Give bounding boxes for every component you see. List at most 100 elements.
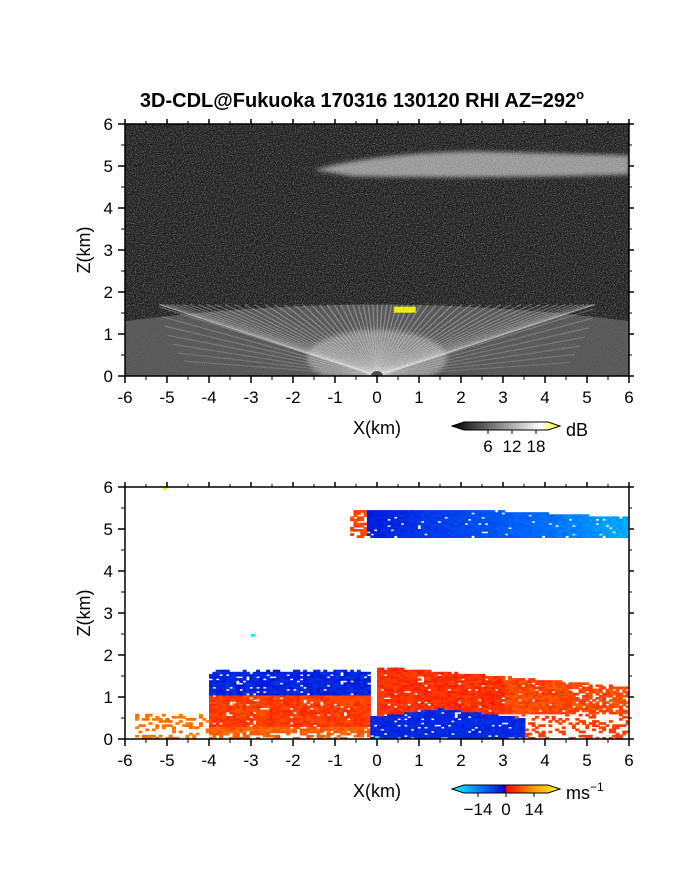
velocity-cell	[272, 671, 277, 675]
velocity-cell	[534, 682, 539, 685]
colorbar-tick-label: 0	[501, 800, 510, 819]
velocity-cell	[413, 699, 418, 702]
velocity-cell	[185, 724, 190, 727]
velocity-cell	[450, 686, 455, 690]
velocity-cell	[481, 535, 486, 538]
velocity-cell	[366, 690, 371, 694]
velocity-cell	[528, 705, 533, 709]
velocity-cell	[242, 734, 247, 738]
velocity-cell	[390, 531, 395, 534]
velocity-cell	[487, 520, 492, 524]
velocity-cell	[514, 512, 519, 515]
velocity-cell	[239, 730, 244, 734]
velocity-cell	[256, 707, 260, 711]
velocity-cell	[524, 711, 529, 715]
velocity-cell	[403, 680, 408, 683]
velocity-cell	[299, 701, 304, 704]
velocity-cell	[524, 533, 529, 536]
velocity-cell	[383, 715, 388, 719]
velocity-cell	[545, 529, 549, 532]
velocity-cell	[289, 713, 294, 717]
velocity-cell	[380, 510, 385, 513]
velocity-cell	[437, 713, 442, 717]
velocity-cell	[581, 524, 586, 528]
velocity-cell	[239, 736, 244, 739]
velocity-cell	[417, 671, 422, 675]
velocity-cell	[343, 715, 348, 719]
velocity-cell	[487, 688, 492, 692]
velocity-cell	[521, 524, 526, 528]
velocity-cell	[353, 680, 358, 683]
velocity-cell	[598, 709, 603, 713]
velocity-cell	[219, 734, 224, 738]
velocity-cell	[380, 682, 385, 685]
velocity-cell	[551, 533, 556, 536]
velocity-cell	[424, 529, 428, 532]
velocity-cell	[592, 709, 596, 713]
velocity-cell	[461, 688, 465, 692]
velocity-cell	[524, 707, 529, 711]
velocity-cell	[424, 516, 428, 520]
velocity-cell	[266, 734, 271, 738]
velocity-cell	[245, 682, 250, 685]
velocity-cell	[188, 722, 193, 725]
velocity-cell	[242, 692, 247, 696]
velocity-cell	[494, 705, 499, 709]
velocity-cell	[306, 676, 311, 679]
velocity-cell	[343, 699, 348, 702]
velocity-cell	[209, 732, 213, 736]
velocity-cell	[508, 732, 512, 736]
velocity-cell	[494, 522, 499, 526]
velocity-cell	[383, 694, 388, 698]
velocity-cell	[397, 690, 402, 694]
velocity-cell	[434, 699, 439, 702]
velocity-cell	[471, 715, 476, 719]
velocity-cell	[531, 711, 536, 715]
velocity-cell	[235, 692, 240, 696]
velocity-cell	[360, 707, 365, 711]
velocity-cell	[262, 705, 267, 709]
velocity-cell	[212, 697, 217, 700]
velocity-cell	[430, 520, 435, 524]
velocity-cell	[464, 678, 469, 681]
velocity-cell	[608, 686, 613, 690]
velocity-cell	[410, 684, 415, 688]
velocity-cell	[192, 726, 197, 730]
velocity-cell	[256, 669, 260, 673]
velocity-cell	[313, 671, 318, 675]
velocity-cell	[215, 697, 220, 700]
velocity-cell	[380, 676, 385, 679]
velocity-cell	[272, 701, 277, 704]
velocity-cell	[413, 514, 418, 517]
velocity-cell	[383, 684, 388, 688]
velocity-cell	[360, 535, 365, 538]
velocity-cell	[276, 707, 281, 711]
velocity-cell	[326, 692, 331, 696]
velocity-cell	[430, 705, 435, 709]
velocity-cell	[316, 720, 321, 723]
velocity-cell	[518, 732, 523, 736]
velocity-cell	[430, 535, 435, 538]
velocity-cell	[487, 701, 492, 704]
velocity-cell	[420, 522, 425, 526]
velocity-cell	[303, 732, 308, 736]
velocity-cell	[390, 688, 395, 692]
velocity-cell	[494, 715, 499, 719]
velocity-cell	[215, 690, 220, 694]
velocity-cell	[424, 697, 428, 700]
velocity-cell	[390, 510, 395, 513]
velocity-cell	[293, 709, 297, 713]
velocity-cell	[437, 718, 442, 721]
velocity-cell	[245, 728, 250, 732]
velocity-cell	[450, 682, 455, 685]
velocity-cell	[571, 707, 576, 711]
velocity-cell	[481, 673, 486, 677]
velocity-cell	[461, 526, 465, 530]
velocity-cell	[608, 535, 613, 538]
velocity-cell	[474, 678, 479, 681]
velocity-cell	[289, 690, 294, 694]
velocity-cell	[383, 728, 388, 732]
velocity-cell	[296, 676, 301, 679]
velocity-cell	[518, 718, 523, 721]
velocity-cell	[548, 682, 553, 685]
